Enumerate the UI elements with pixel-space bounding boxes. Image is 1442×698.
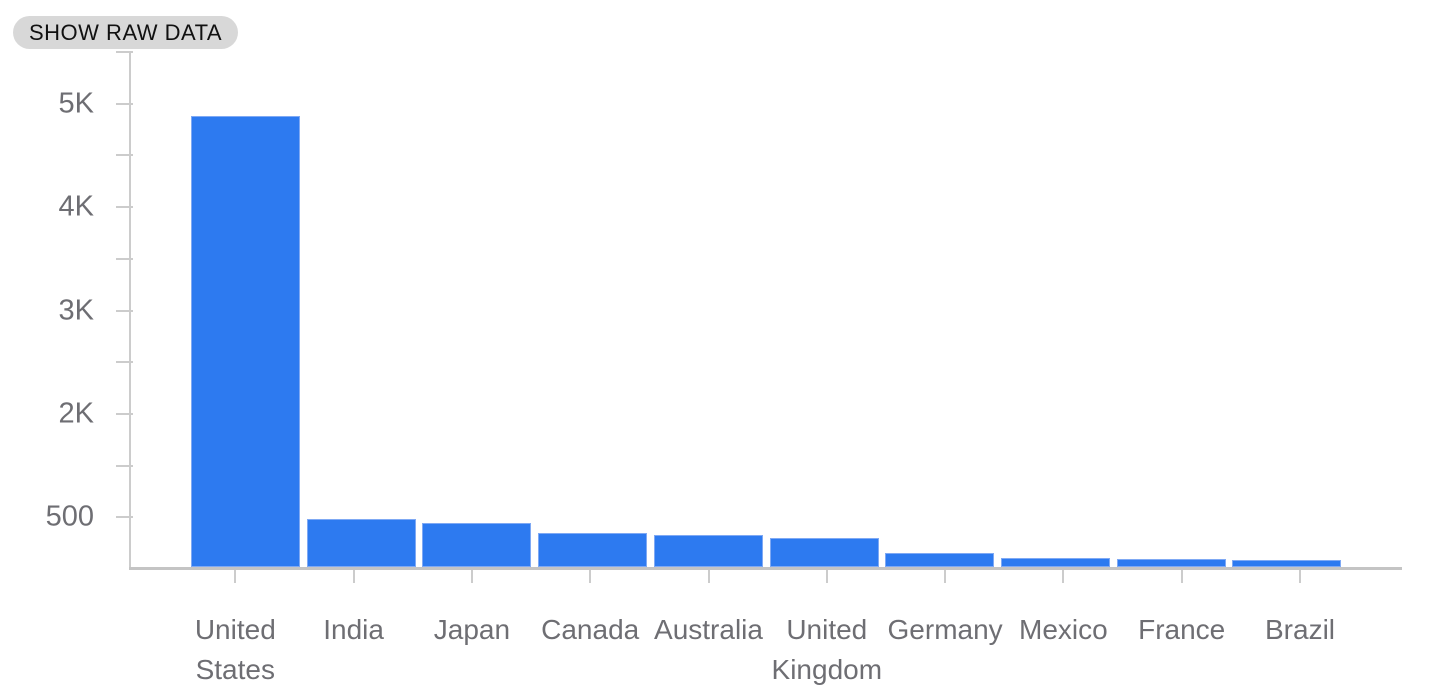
bar-germany[interactable] <box>885 553 995 567</box>
y-axis-tick <box>116 464 133 467</box>
y-axis-tick <box>116 309 133 312</box>
x-axis-label: United States <box>194 614 276 685</box>
x-axis-label: France <box>1138 614 1226 645</box>
y-axis-tick <box>116 206 133 209</box>
x-axis-line <box>129 567 1402 570</box>
x-axis-label: Japan <box>433 614 511 645</box>
x-axis-label: Canada <box>541 614 640 645</box>
bar-united-states[interactable] <box>191 116 300 567</box>
y-axis-tick <box>116 257 133 260</box>
y-axis-label: 2K <box>58 397 94 430</box>
x-axis-label: Mexico <box>1019 614 1108 645</box>
x-axis-tick <box>1180 570 1183 583</box>
x-axis-tick <box>1062 570 1065 583</box>
bar-india[interactable] <box>306 519 416 567</box>
y-axis-tick <box>116 516 133 519</box>
x-axis-label: Australia <box>654 614 763 645</box>
x-axis-tick <box>352 570 355 583</box>
bar-brazil[interactable] <box>1232 560 1342 567</box>
show-raw-data-button[interactable]: SHOW RAW DATA <box>13 16 239 49</box>
y-axis-tick <box>116 102 133 105</box>
bar-australia[interactable] <box>653 535 763 567</box>
bar-mexico[interactable] <box>1000 558 1110 567</box>
bar-japan[interactable] <box>422 523 532 567</box>
x-axis-tick <box>234 570 237 583</box>
x-axis-label: Brazil <box>1264 614 1336 645</box>
y-axis-label: 500 <box>45 500 94 533</box>
x-axis-tick <box>589 570 592 583</box>
y-axis-tick <box>116 361 133 364</box>
x-axis-tick <box>825 570 828 583</box>
x-axis-tick <box>470 570 473 583</box>
x-axis-label: India <box>323 614 384 645</box>
y-axis-label: 5K <box>58 87 94 120</box>
x-axis-label: United Kingdom <box>771 614 883 685</box>
bar-canada[interactable] <box>538 533 648 567</box>
bar-united-kingdom[interactable] <box>769 538 879 567</box>
x-axis-tick <box>1299 570 1301 583</box>
y-axis-tick <box>116 412 133 415</box>
y-axis-tick <box>116 154 133 157</box>
x-axis-label: Germany <box>887 614 1003 645</box>
bar-france[interactable] <box>1116 559 1226 567</box>
y-axis-label: 3K <box>58 294 94 326</box>
y-axis-tick <box>116 51 133 53</box>
y-axis-label: 4K <box>58 190 94 223</box>
x-axis-tick <box>944 570 947 583</box>
x-axis-tick <box>707 570 710 583</box>
